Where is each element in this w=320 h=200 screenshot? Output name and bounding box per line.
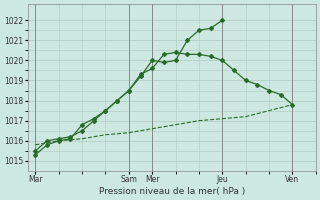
X-axis label: Pression niveau de la mer( hPa ): Pression niveau de la mer( hPa ) bbox=[99, 187, 245, 196]
